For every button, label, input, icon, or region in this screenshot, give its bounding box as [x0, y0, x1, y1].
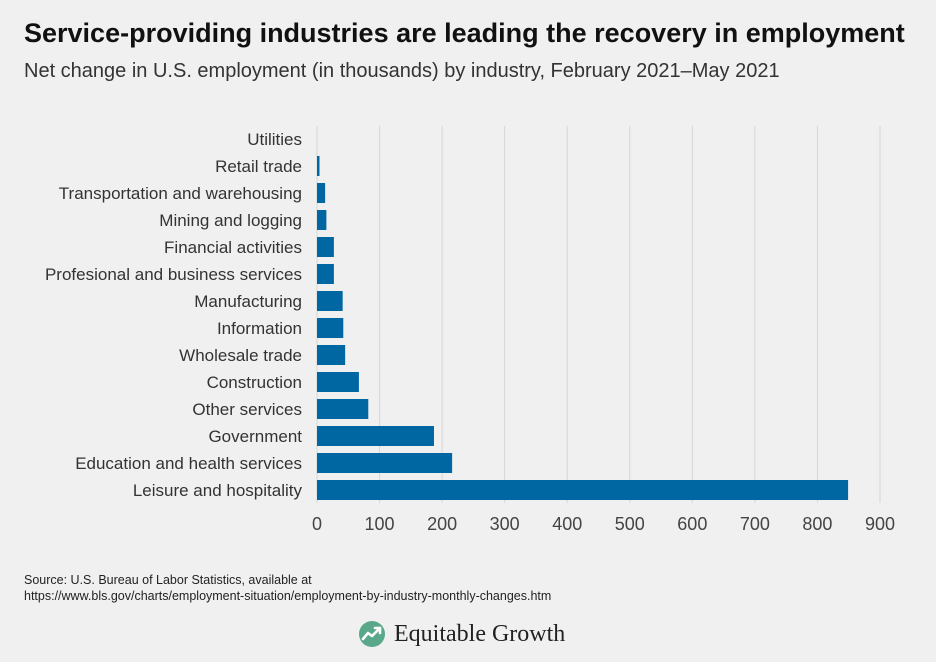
category-label: Construction	[207, 373, 302, 392]
bar	[317, 318, 344, 338]
equitable-growth-logo-icon	[359, 621, 385, 647]
x-tick-label: 800	[802, 514, 832, 534]
bar	[317, 210, 327, 230]
bar	[317, 156, 320, 176]
bar	[317, 399, 369, 419]
bar	[317, 480, 849, 500]
category-label: Transportation and warehousing	[59, 184, 302, 203]
bar	[317, 291, 343, 311]
category-label: Financial activities	[164, 238, 302, 257]
category-label: Profesional and business services	[45, 265, 302, 284]
chart-title: Service-providing industries are leading…	[24, 18, 905, 48]
brand-footer: Equitable Growth	[358, 620, 565, 648]
bar	[317, 237, 334, 257]
x-tick-label: 300	[490, 514, 520, 534]
bar	[317, 426, 434, 446]
x-tick-label: 200	[427, 514, 457, 534]
x-tick-label: 100	[365, 514, 395, 534]
category-label: Manufacturing	[194, 292, 302, 311]
category-label: Information	[217, 319, 302, 338]
brand-name: Equitable Growth	[394, 620, 566, 647]
source-url: https://www.bls.gov/charts/employment-si…	[24, 589, 552, 603]
bar-chart: 0 100 200 300 400 500 600 700 800 900 Utilities Ret…	[45, 126, 895, 534]
category-label: Mining and logging	[159, 211, 302, 230]
category-label: Other services	[192, 400, 302, 419]
category-label: Wholesale trade	[179, 346, 302, 365]
source-note: Source: U.S. Bureau of Labor Statistics,…	[24, 572, 551, 604]
source-line-1: Source: U.S. Bureau of Labor Statistics,…	[24, 573, 312, 587]
category-label: Retail trade	[215, 157, 302, 176]
x-tick-label: 0	[312, 514, 322, 534]
x-tick-label: 900	[865, 514, 895, 534]
category-label: Utilities	[247, 130, 302, 149]
category-label: Education and health services	[75, 454, 302, 473]
bar	[317, 453, 453, 473]
category-label: Leisure and hospitality	[133, 481, 303, 500]
chart-subtitle: Net change in U.S. employment (in thousa…	[24, 60, 780, 82]
x-tick-label: 500	[615, 514, 645, 534]
category-label: Government	[208, 427, 302, 446]
bar	[317, 264, 334, 284]
bar	[317, 345, 346, 365]
x-tick-label: 600	[677, 514, 707, 534]
x-tick-label: 700	[740, 514, 770, 534]
bar	[317, 372, 359, 392]
x-tick-label: 400	[552, 514, 582, 534]
bar	[317, 183, 326, 203]
